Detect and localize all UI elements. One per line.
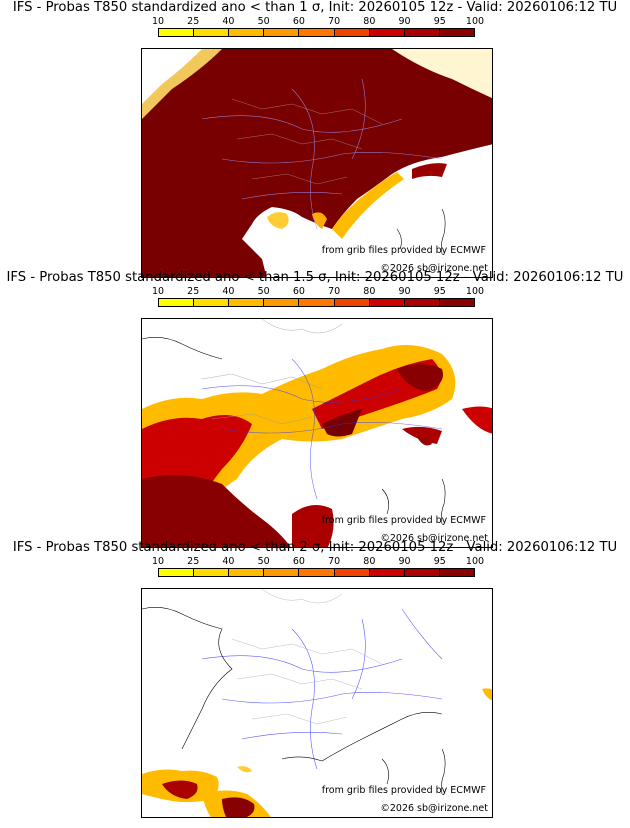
- colorbar-swatch: [264, 299, 300, 306]
- colorbar-tick-label: 80: [363, 16, 376, 27]
- map-graphic: [142, 49, 492, 277]
- probability-map: from grib files provided by ECMWF ©2026 …: [141, 48, 493, 278]
- colorbar-swatch: [369, 569, 405, 576]
- probability-map: from grib files provided by ECMWF ©2026 …: [141, 588, 493, 818]
- colorbar-tick-label: 60: [292, 16, 305, 27]
- colorbar-swatch: [439, 299, 474, 306]
- colorbar-swatch: [334, 29, 370, 36]
- colorbar-swatch: [404, 299, 440, 306]
- colorbar-swatch: [334, 299, 370, 306]
- map-panel-3: IFS - Probas T850 standardized ano < tha…: [0, 540, 630, 818]
- colorbar-swatch: [404, 569, 440, 576]
- colorbar-swatch: [229, 299, 265, 306]
- panel-title: IFS - Probas T850 standardized ano < tha…: [12, 540, 618, 555]
- copyright-credit: ©2026 sb@irizone.net: [380, 803, 488, 814]
- colorbar: 10 25 40 50 60 70 80 90 95 100: [152, 556, 484, 584]
- colorbar-swatch: [369, 29, 405, 36]
- colorbar-tick-label: 50: [257, 556, 270, 567]
- colorbar-tick-label: 25: [187, 286, 200, 297]
- colorbar-ticks: 10 25 40 50 60 70 80 90 95 100: [152, 16, 484, 27]
- colorbar-swatch: [194, 299, 230, 306]
- colorbar-swatch: [369, 299, 405, 306]
- copyright-credit: ©2026 sb@irizone.net: [380, 533, 488, 544]
- map-graphic: [142, 319, 492, 547]
- data-source-credit: from grib files provided by ECMWF: [321, 515, 486, 526]
- colorbar-swatch: [229, 29, 265, 36]
- colorbar-ticks: 10 25 40 50 60 70 80 90 95 100: [152, 286, 484, 297]
- colorbar-ticks: 10 25 40 50 60 70 80 90 95 100: [152, 556, 484, 567]
- colorbar-tick-label: 25: [187, 16, 200, 27]
- colorbar-tick-label: 10: [151, 556, 165, 567]
- colorbar-swatch: [299, 299, 335, 306]
- map-graphic: [142, 589, 492, 817]
- colorbar-tick-label: 100: [465, 16, 485, 27]
- colorbar-tick-label: 90: [398, 16, 411, 27]
- colorbar-tick-label: 10: [151, 16, 165, 27]
- colorbar-swatches: [158, 28, 475, 37]
- colorbar-tick-label: 25: [187, 556, 200, 567]
- colorbar-swatch: [229, 569, 265, 576]
- panel-title: IFS - Probas T850 standardized ano < tha…: [6, 270, 624, 285]
- colorbar-swatches: [158, 298, 475, 307]
- colorbar-swatch: [264, 569, 300, 576]
- colorbar-swatch: [159, 29, 195, 36]
- colorbar-swatch: [404, 29, 440, 36]
- colorbar-tick-label: 60: [292, 286, 305, 297]
- map-panel-1: IFS - Probas T850 standardized ano < tha…: [0, 0, 630, 278]
- colorbar-tick-label: 40: [222, 556, 235, 567]
- colorbar-swatch: [439, 569, 474, 576]
- colorbar-tick-label: 90: [398, 556, 411, 567]
- colorbar-swatch: [194, 569, 230, 576]
- colorbar-tick-label: 70: [328, 556, 341, 567]
- data-source-credit: from grib files provided by ECMWF: [321, 245, 486, 256]
- colorbar-tick-label: 40: [222, 16, 235, 27]
- colorbar-tick-label: 50: [257, 16, 270, 27]
- colorbar-swatch: [299, 29, 335, 36]
- colorbar-swatch: [334, 569, 370, 576]
- colorbar-tick-label: 95: [433, 286, 446, 297]
- colorbar-tick-label: 50: [257, 286, 270, 297]
- colorbar-tick-label: 10: [151, 286, 165, 297]
- map-panel-2: IFS - Probas T850 standardized ano < tha…: [0, 270, 630, 548]
- copyright-credit: ©2026 sb@irizone.net: [380, 263, 488, 274]
- colorbar-tick-label: 90: [398, 286, 411, 297]
- colorbar-tick-label: 100: [465, 286, 485, 297]
- colorbar-tick-label: 40: [222, 286, 235, 297]
- colorbar-tick-label: 100: [465, 556, 485, 567]
- colorbar-swatch: [264, 29, 300, 36]
- panel-title: IFS - Probas T850 standardized ano < tha…: [12, 0, 618, 15]
- colorbar-tick-label: 80: [363, 556, 376, 567]
- colorbar: 10 25 40 50 60 70 80 90 95 100: [152, 16, 484, 44]
- colorbar-swatch: [159, 569, 195, 576]
- colorbar-tick-label: 95: [433, 16, 446, 27]
- colorbar-tick-label: 60: [292, 556, 305, 567]
- data-source-credit: from grib files provided by ECMWF: [321, 785, 486, 796]
- colorbar-swatch: [194, 29, 230, 36]
- colorbar-swatch: [159, 299, 195, 306]
- colorbar-tick-label: 70: [328, 16, 341, 27]
- colorbar-tick-label: 95: [433, 556, 446, 567]
- colorbar-tick-label: 80: [363, 286, 376, 297]
- colorbar-tick-label: 70: [328, 286, 341, 297]
- colorbar: 10 25 40 50 60 70 80 90 95 100: [152, 286, 484, 314]
- colorbar-swatch: [299, 569, 335, 576]
- colorbar-swatches: [158, 568, 475, 577]
- probability-map: from grib files provided by ECMWF ©2026 …: [141, 318, 493, 548]
- colorbar-swatch: [439, 29, 474, 36]
